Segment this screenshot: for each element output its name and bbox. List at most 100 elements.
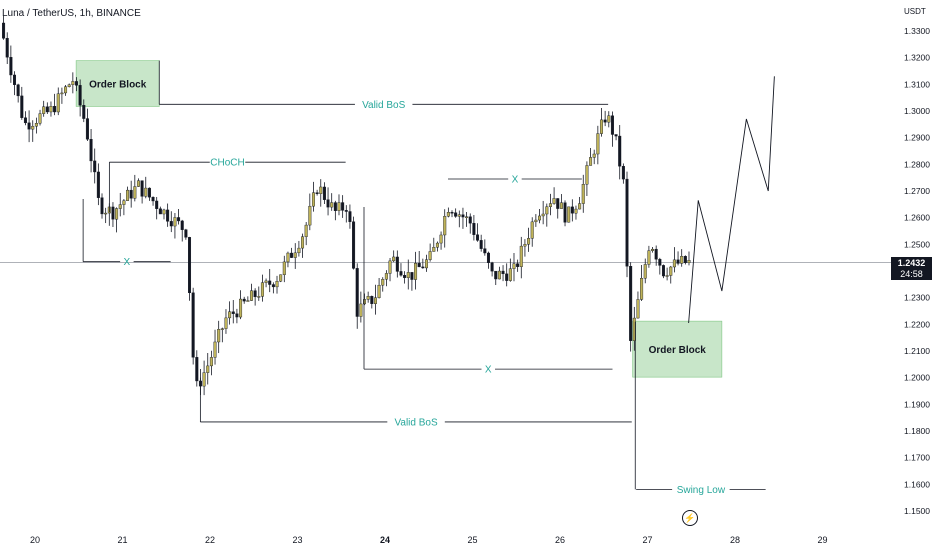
candle-body <box>581 184 585 204</box>
candle-body <box>472 222 476 235</box>
candle-body <box>271 284 275 288</box>
candle-body <box>228 311 232 319</box>
y-tick-label: 1.2200 <box>904 319 930 329</box>
candle-body <box>264 280 268 283</box>
candle-body <box>144 187 148 197</box>
candle-body <box>381 279 385 286</box>
candle-body <box>621 166 625 180</box>
candle-body <box>177 217 181 222</box>
candle-body <box>636 299 640 319</box>
candle-body <box>202 372 206 387</box>
candle-body <box>355 268 359 317</box>
candle-body <box>359 303 363 317</box>
candle-body <box>373 297 377 304</box>
candle-body <box>74 81 78 86</box>
y-tick-label: 1.2900 <box>904 133 930 143</box>
candle-body <box>414 262 418 280</box>
y-tick-label: 1.2700 <box>904 186 930 196</box>
candle-body <box>538 215 542 221</box>
candle-body <box>669 266 673 276</box>
candle-body <box>563 202 567 223</box>
candle-body <box>661 265 665 277</box>
candle-body <box>27 122 31 130</box>
candle-body <box>173 217 177 227</box>
candle-body <box>483 248 487 254</box>
order-block-label: Order Block <box>649 345 707 356</box>
candle-body <box>341 202 345 211</box>
candle-body <box>104 212 108 215</box>
x-tick-label: 22 <box>205 535 215 545</box>
candle-body <box>191 292 195 358</box>
candle-body <box>67 84 71 87</box>
candle-body <box>246 300 250 302</box>
order-block-zone[interactable] <box>632 320 723 378</box>
candle-body <box>614 134 618 137</box>
candle-body <box>567 206 571 223</box>
candle-body <box>501 270 505 275</box>
y-tick-label: 1.3100 <box>904 79 930 89</box>
x-tick-label: 20 <box>30 535 40 545</box>
candle-body <box>311 192 315 207</box>
candle-body <box>618 135 622 167</box>
candle-body <box>326 199 330 208</box>
candle-body <box>651 248 655 251</box>
candle-body <box>363 299 367 305</box>
x-tick-label: 24 <box>380 535 390 545</box>
candle-body <box>301 236 305 249</box>
candle-body <box>680 256 684 264</box>
candle-body <box>428 251 432 260</box>
candle-body <box>596 133 600 155</box>
candle-body <box>417 262 421 268</box>
candle-body <box>552 198 556 204</box>
candle-body <box>508 268 512 281</box>
candle-body <box>147 187 151 198</box>
y-tick-label: 1.2300 <box>904 293 930 303</box>
candle-body <box>461 214 465 218</box>
y-tick-label: 1.3300 <box>904 26 930 36</box>
bar-countdown: 24:58 <box>900 269 923 279</box>
structure-label: Swing Low <box>677 485 726 496</box>
candle-body <box>476 234 480 241</box>
candle-body <box>122 200 126 205</box>
candle-body <box>435 242 439 248</box>
candle-body <box>322 186 326 200</box>
candle-body <box>257 296 261 298</box>
current-price-value: 1.2432 <box>897 258 926 268</box>
candle-body <box>519 245 523 267</box>
candle-body <box>20 95 24 118</box>
candle-body <box>352 221 356 269</box>
projection-line[interactable] <box>688 76 775 324</box>
candle-body <box>140 180 144 197</box>
order-block-label: Order Block <box>89 80 147 91</box>
time-axis[interactable]: 20 21 22 23 24 25 26 27 28 29 <box>30 535 828 545</box>
candle-body <box>213 341 217 358</box>
candle-body <box>82 105 86 119</box>
candle-body <box>53 106 57 113</box>
candle-body <box>158 208 162 215</box>
candle-body <box>610 115 614 135</box>
candle-body <box>93 160 97 173</box>
candle-body <box>235 313 239 318</box>
candle-body <box>89 139 93 162</box>
candle-body <box>78 85 82 106</box>
candle-body <box>100 197 104 215</box>
y-tick-label: 1.2500 <box>904 239 930 249</box>
candle-body <box>494 270 498 280</box>
candle-body <box>49 106 53 113</box>
candle-body <box>38 113 42 124</box>
lightning-icon[interactable]: ⚡ <box>682 510 698 526</box>
structure-label: X <box>485 365 492 376</box>
candle-body <box>13 74 17 85</box>
symbol-title: Luna / TetherUS, 1h, BINANCE <box>2 8 141 19</box>
y-tick-label: 1.1800 <box>904 426 930 436</box>
candle-body <box>45 106 49 113</box>
candle-body <box>220 328 224 330</box>
candle-body <box>242 298 246 302</box>
order-block-zone[interactable] <box>75 60 160 107</box>
candle-body <box>370 296 374 304</box>
candle-body <box>249 290 253 301</box>
candle-body <box>629 266 633 341</box>
price-axis[interactable]: 1.1500 1.1600 1.1700 1.1800 1.1900 1.2000 1.21… <box>904 26 930 516</box>
candle-body <box>260 282 264 297</box>
